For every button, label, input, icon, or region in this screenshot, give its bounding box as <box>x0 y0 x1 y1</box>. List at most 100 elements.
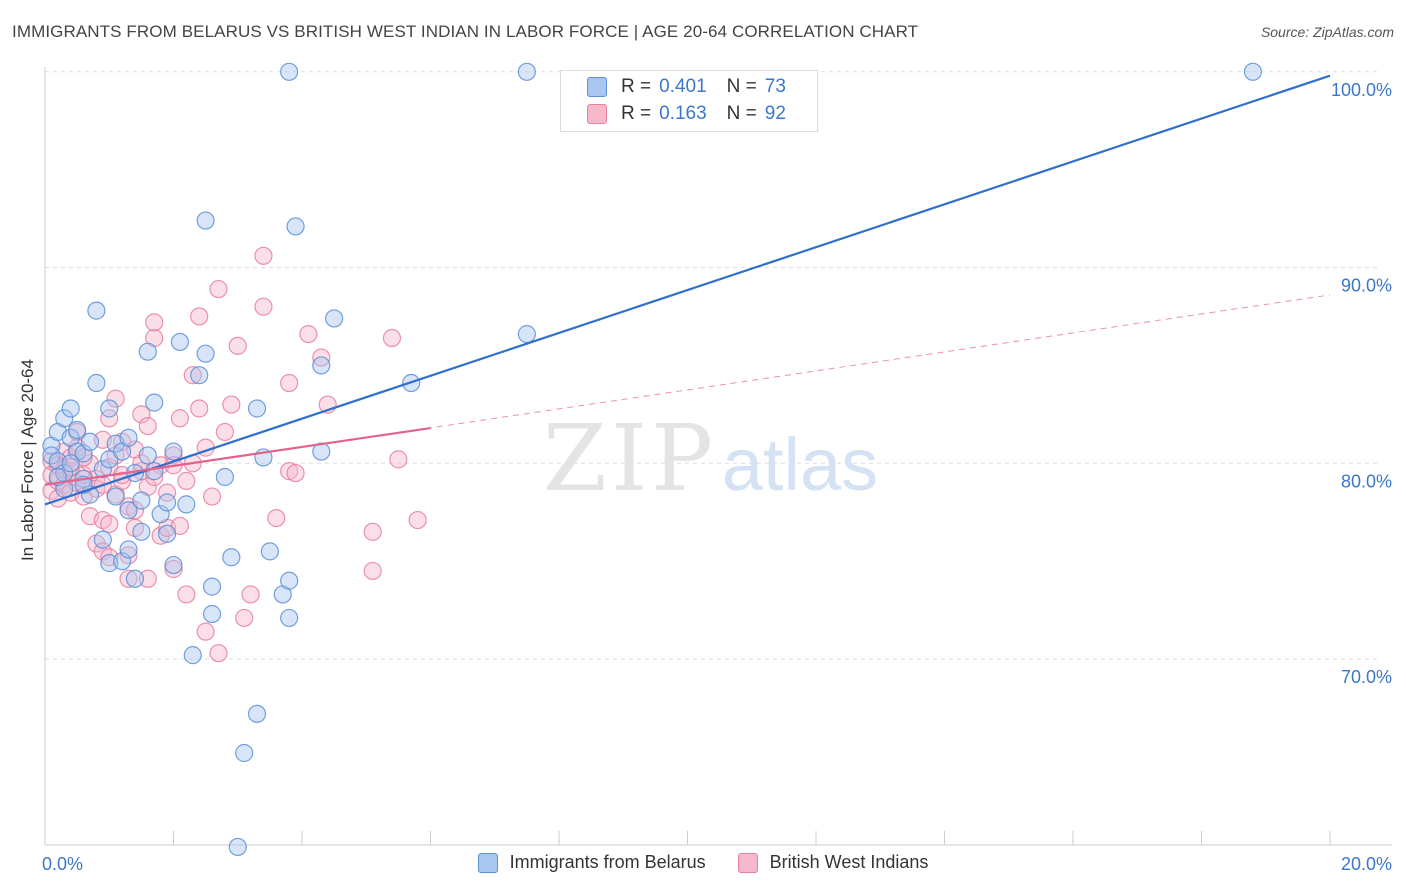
bwi-point <box>196 622 215 641</box>
bwi-point <box>254 297 273 316</box>
belarus-point <box>138 446 157 465</box>
bwi-point <box>177 471 196 491</box>
legend-stats: R = 0.401 N = 73 R = 0.163 N = 92 <box>560 70 818 132</box>
belarus-point <box>183 646 202 665</box>
bwi-point <box>202 487 222 506</box>
belarus-point <box>68 442 87 461</box>
belarus-point <box>312 356 331 375</box>
watermark-zip: ZIP <box>543 405 717 512</box>
legend-label: Immigrants from Belarus <box>509 852 706 872</box>
bwi-point <box>190 307 209 326</box>
belarus-point <box>235 743 254 763</box>
chart-title: IMMIGRANTS FROM BELARUS VS BRITISH WEST … <box>12 22 919 41</box>
grid-lines <box>45 71 1380 660</box>
bwi-point <box>106 389 125 408</box>
belarus-point <box>119 540 138 559</box>
belarus-point <box>215 467 234 487</box>
belarus-point <box>196 211 215 230</box>
belarus-point <box>132 491 151 510</box>
bwi-point <box>228 336 247 355</box>
belarus-point <box>119 428 138 447</box>
bwi-point <box>145 313 164 332</box>
bwi-point <box>125 501 145 520</box>
belarus-point <box>517 324 536 344</box>
belarus-point <box>280 608 299 628</box>
belarus-point <box>138 342 157 361</box>
bwi-point <box>363 561 382 581</box>
bwi-point <box>170 409 190 428</box>
bwi-swatch <box>587 104 607 124</box>
belarus-point <box>125 569 145 588</box>
legend-label: British West Indians <box>769 852 929 872</box>
bwi-point <box>280 373 299 393</box>
data-points <box>42 62 1263 857</box>
watermark-atlas: atlas <box>722 423 878 506</box>
y-tick-label: 100.0% <box>1331 80 1392 100</box>
belarus-point <box>280 62 299 81</box>
bwi-point <box>280 462 299 481</box>
n-label: N = <box>726 76 757 97</box>
belarus-point <box>93 460 112 479</box>
watermark: ZIP atlas <box>543 405 878 512</box>
belarus-point <box>202 604 222 624</box>
belarus-swatch <box>587 77 607 97</box>
bwi-trend-extension <box>44 294 1331 486</box>
x-tick-label: 0.0% <box>42 854 83 874</box>
bwi-point <box>100 514 119 534</box>
legend-series: Immigrants from Belarus British West Ind… <box>0 852 1406 873</box>
bwi-point <box>209 279 228 299</box>
belarus-point <box>100 399 119 418</box>
belarus-point <box>157 524 177 543</box>
belarus-point <box>190 366 209 385</box>
bwi-point <box>132 405 151 424</box>
n-value: 92 <box>764 103 786 124</box>
belarus-point <box>106 487 125 506</box>
belarus-point <box>80 432 100 451</box>
source-label: Source: ZipAtlas.com <box>1260 24 1394 40</box>
belarus-point <box>112 552 132 571</box>
belarus-point <box>151 505 170 524</box>
bwi-point <box>190 399 209 418</box>
belarus-point <box>157 493 177 512</box>
y-axis-label: In Labor Force | Age 20-64 <box>18 359 37 561</box>
bwi-point <box>235 608 254 628</box>
bwi-trend-line <box>44 426 431 486</box>
x-tick-label: 20.0% <box>1341 854 1392 874</box>
r-label: R = <box>621 103 652 124</box>
legend-item-belarus[interactable]: Immigrants from Belarus <box>477 852 706 873</box>
belarus-point <box>164 555 183 575</box>
r-value: 0.401 <box>659 76 707 97</box>
bwi-swatch <box>737 852 758 873</box>
bwi-point <box>286 463 305 483</box>
belarus-point <box>517 62 536 81</box>
belarus-point <box>222 548 241 567</box>
belarus-point <box>260 542 279 561</box>
bwi-point <box>100 409 119 428</box>
r-label: R = <box>621 76 652 97</box>
belarus-point <box>55 409 74 428</box>
belarus-point <box>286 217 305 236</box>
belarus-point <box>228 837 247 857</box>
belarus-point <box>280 571 299 590</box>
y-tick-label: 70.0% <box>1341 667 1392 687</box>
belarus-point <box>177 495 196 514</box>
y-tick-label: 80.0% <box>1341 471 1392 491</box>
bwi-point <box>363 522 382 541</box>
bwi-point <box>157 483 177 502</box>
belarus-swatch <box>477 852 498 873</box>
bwi-point <box>254 246 273 265</box>
tick-labels: 70.0% 80.0% 90.0% 100.0% 0.0% 20.0% <box>42 80 1392 874</box>
bwi-point <box>183 366 202 385</box>
belarus-point <box>247 399 267 418</box>
belarus-trend-line <box>44 74 1331 506</box>
bwi-point <box>267 508 286 528</box>
belarus-point <box>87 373 106 393</box>
legend-item-bwi[interactable]: British West Indians <box>737 852 929 873</box>
belarus-point <box>247 704 267 723</box>
n-label: N = <box>726 103 757 124</box>
bwi-point <box>177 585 196 604</box>
bwi-point <box>222 395 241 414</box>
belarus-point <box>74 444 93 463</box>
bwi-point <box>138 416 157 436</box>
